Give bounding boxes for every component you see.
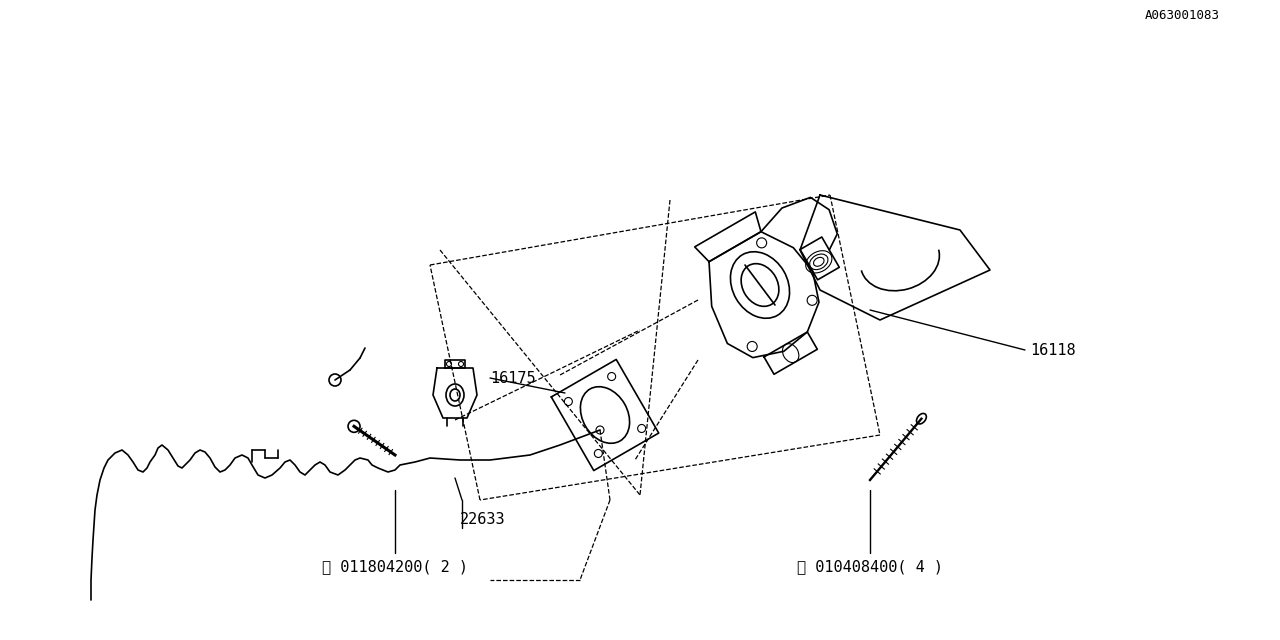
Text: Ⓑ 010408400( 4 ): Ⓑ 010408400( 4 )	[797, 559, 943, 575]
Text: Ⓢ 011804200( 2 ): Ⓢ 011804200( 2 )	[323, 559, 468, 575]
Text: 16175: 16175	[490, 371, 535, 385]
Text: 22633: 22633	[460, 513, 506, 527]
Text: 16118: 16118	[1030, 342, 1075, 358]
Text: A063001083: A063001083	[1146, 9, 1220, 22]
